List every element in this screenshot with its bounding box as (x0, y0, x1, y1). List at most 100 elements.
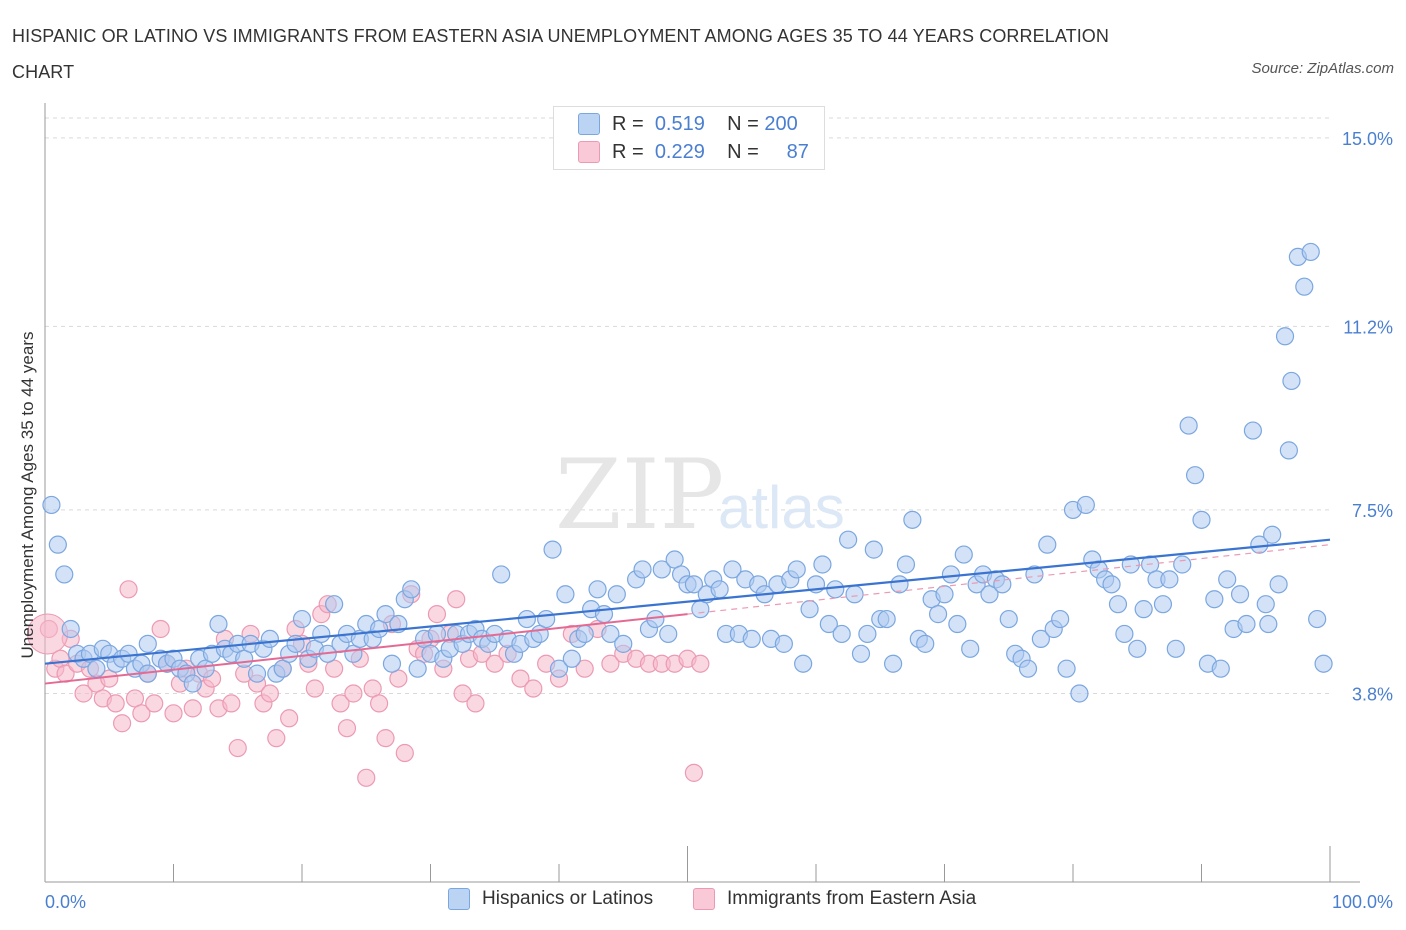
point-immigrants (119, 580, 138, 599)
point-hispanics (1185, 466, 1205, 485)
point-hispanics (537, 609, 556, 629)
point-immigrants (370, 694, 389, 713)
point-hispanics (883, 654, 903, 673)
point-hispanics (858, 624, 877, 644)
point-hispanics (209, 614, 228, 634)
point-immigrants (466, 694, 485, 713)
point-hispanics (935, 585, 954, 604)
point-hispanics (794, 654, 813, 673)
point-hispanics (247, 664, 267, 683)
trend-line-hispanics (44, 538, 1331, 665)
bottom-legend-immigrants: Immigrants from Eastern Asia (693, 888, 976, 910)
point-hispanics (1279, 441, 1298, 460)
point-hispanics (492, 565, 511, 584)
point-hispanics (890, 575, 909, 594)
point-hispanics (1282, 371, 1301, 391)
point-hispanics (517, 609, 536, 629)
point-hispanics (1218, 570, 1237, 589)
axes (44, 103, 1360, 883)
point-hispanics (948, 614, 967, 634)
point-immigrants (376, 729, 395, 748)
point-hispanics (382, 654, 402, 673)
x-tick-label: 0.0% (45, 892, 86, 912)
point-immigrants (228, 738, 247, 758)
point-hispanics (787, 560, 806, 579)
point-hispanics (1076, 495, 1095, 515)
y-tick-label: 15.0% (1342, 129, 1393, 149)
legend-swatch-immigrants (578, 141, 600, 163)
trend-line-immigrants-extension (687, 544, 1331, 615)
point-hispanics (1243, 421, 1263, 440)
point-immigrants (267, 729, 286, 748)
legend-n-value: 87 (786, 140, 809, 163)
point-hispanics (1256, 595, 1275, 614)
point-hispanics (916, 634, 935, 653)
point-hispanics (723, 560, 742, 579)
point-immigrants (684, 763, 704, 782)
point-hispanics (1102, 575, 1121, 594)
point-hispanics (826, 580, 845, 599)
point-hispanics (1166, 639, 1185, 658)
chart-title: HISPANIC OR LATINO VS IMMIGRANTS FROM EA… (12, 26, 1110, 82)
point-hispanics (55, 565, 74, 584)
point-immigrants (280, 709, 299, 728)
point-hispanics (800, 600, 819, 619)
legend-swatch-hispanics (578, 113, 600, 135)
point-hispanics (1108, 595, 1128, 614)
legend-n-label: N = (727, 140, 759, 163)
point-hispanics (819, 614, 838, 634)
point-immigrants (427, 605, 447, 624)
point-hispanics (312, 624, 331, 644)
point-immigrants (357, 768, 376, 787)
point-hispanics (1275, 327, 1295, 346)
y-axis-label: Unemployment Among Ages 35 to 44 years (18, 332, 37, 659)
point-hispanics (543, 540, 562, 559)
bottom-legend-label-immigrants: Immigrants from Eastern Asia (727, 888, 977, 909)
point-immigrants (112, 714, 132, 733)
point-immigrants (575, 659, 594, 678)
point-immigrants (691, 654, 710, 673)
point-hispanics (1205, 590, 1224, 609)
point-hispanics (961, 639, 980, 658)
point-hispanics (999, 609, 1018, 629)
point-hispanics (575, 624, 594, 644)
point-hispanics (1128, 639, 1147, 658)
point-hispanics (941, 565, 961, 584)
point-hispanics (1269, 575, 1288, 594)
point-hispanics (1211, 659, 1230, 678)
point-hispanics (1308, 609, 1327, 629)
point-hispanics (260, 629, 279, 649)
point-immigrants (106, 694, 125, 713)
point-hispanics (710, 580, 729, 599)
point-hispanics (1057, 659, 1076, 678)
point-hispanics (1038, 535, 1057, 554)
point-hispanics (607, 585, 626, 604)
point-immigrants (447, 590, 466, 609)
y-tick-label: 11.2% (1343, 317, 1393, 337)
point-hispanics (851, 644, 871, 663)
point-immigrants (395, 743, 414, 763)
point-hispanics (61, 619, 80, 639)
point-immigrants (74, 684, 93, 703)
point-hispanics (1173, 555, 1192, 574)
point-hispanics (652, 560, 671, 579)
point-hispanics (402, 580, 421, 599)
point-hispanics (832, 624, 851, 644)
point-hispanics (1259, 614, 1278, 634)
point-hispanics (1192, 510, 1211, 529)
legend-row-hispanics: R = 0.519 N = 200 (578, 111, 798, 137)
point-hispanics (1160, 570, 1179, 589)
point-hispanics (408, 659, 427, 678)
point-hispanics (864, 540, 883, 559)
legend-r-label: R = (612, 112, 644, 135)
legend-n-label: N = (727, 112, 759, 135)
legend-box: R = 0.519 N = 200 R = 0.229 N = 87 (553, 106, 825, 170)
point-immigrants (164, 704, 183, 723)
watermark-atlas: atlas (718, 474, 845, 541)
point-hispanics (903, 510, 922, 529)
chart-source: Source: ZipAtlas.com (1251, 60, 1394, 77)
point-hispanics (1314, 654, 1333, 673)
point-hispanics (376, 605, 395, 624)
point-immigrants (453, 684, 472, 703)
